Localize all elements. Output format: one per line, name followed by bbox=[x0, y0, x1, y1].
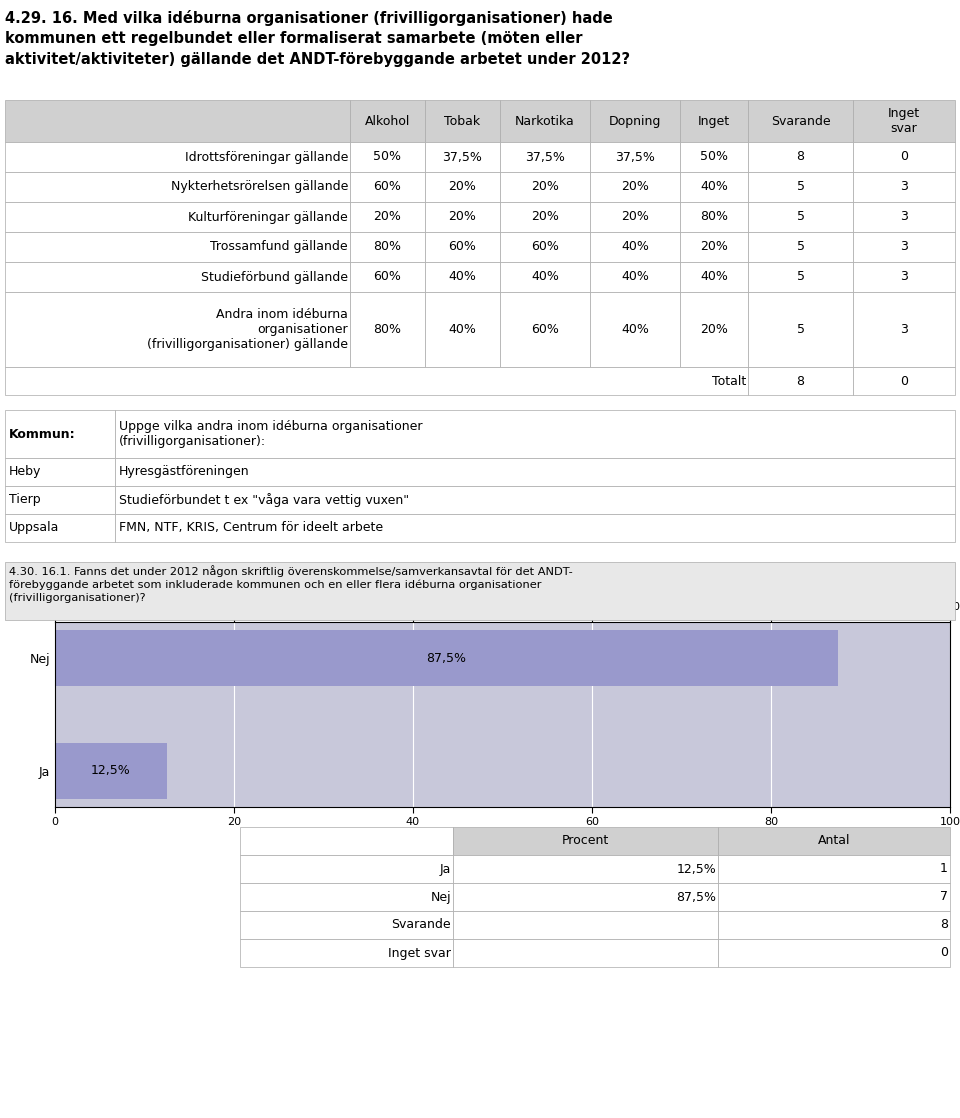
Text: Totalt: Totalt bbox=[711, 375, 746, 388]
Text: Tobak: Tobak bbox=[444, 114, 481, 127]
Text: 1: 1 bbox=[940, 862, 948, 875]
Text: Dopning: Dopning bbox=[609, 114, 661, 127]
Text: 20%: 20% bbox=[448, 210, 476, 224]
Text: 80%: 80% bbox=[373, 240, 401, 254]
Text: 4.30. 16.1. Fanns det under 2012 någon skriftlig överenskommelse/samverkansavtal: 4.30. 16.1. Fanns det under 2012 någon s… bbox=[9, 565, 573, 604]
Text: 4.29. 16. Med vilka idéburna organisationer (frivilligorganisationer) hade
kommu: 4.29. 16. Med vilka idéburna organisatio… bbox=[5, 10, 630, 67]
Text: 0: 0 bbox=[900, 375, 908, 388]
Text: 20%: 20% bbox=[621, 210, 649, 224]
Text: Tierp: Tierp bbox=[9, 493, 40, 506]
Text: 20%: 20% bbox=[373, 210, 401, 224]
Text: 50%: 50% bbox=[373, 151, 401, 163]
Text: Nej: Nej bbox=[430, 891, 451, 903]
Text: 60%: 60% bbox=[448, 240, 476, 254]
Text: Inget
svar: Inget svar bbox=[888, 107, 920, 135]
Text: 40%: 40% bbox=[700, 271, 728, 284]
Text: 37,5%: 37,5% bbox=[615, 151, 655, 163]
Text: Svarande: Svarande bbox=[392, 919, 451, 931]
Text: 40%: 40% bbox=[621, 240, 649, 254]
Text: 5: 5 bbox=[797, 240, 804, 254]
Text: Uppsala: Uppsala bbox=[9, 521, 60, 534]
Text: Narkotika: Narkotika bbox=[516, 114, 575, 127]
Text: 40%: 40% bbox=[621, 271, 649, 284]
Text: 20%: 20% bbox=[531, 210, 559, 224]
Text: 60%: 60% bbox=[373, 180, 401, 193]
Text: 5: 5 bbox=[797, 271, 804, 284]
Text: 3: 3 bbox=[900, 271, 908, 284]
Text: 20%: 20% bbox=[448, 180, 476, 193]
Text: 50%: 50% bbox=[700, 151, 728, 163]
Text: 80%: 80% bbox=[373, 323, 401, 337]
Text: 20%: 20% bbox=[531, 180, 559, 193]
Text: 20%: 20% bbox=[621, 180, 649, 193]
Bar bbox=[55, 742, 167, 798]
Text: 8: 8 bbox=[797, 151, 804, 163]
Text: Nykterhetsrörelsen gällande: Nykterhetsrörelsen gällande bbox=[171, 180, 348, 193]
Text: 0: 0 bbox=[900, 151, 908, 163]
Text: Hyresgästföreningen: Hyresgästföreningen bbox=[119, 465, 250, 479]
Text: Studieförbund gällande: Studieförbund gällande bbox=[201, 271, 348, 284]
Text: 60%: 60% bbox=[373, 271, 401, 284]
Text: 3: 3 bbox=[900, 323, 908, 337]
Text: 80%: 80% bbox=[700, 210, 728, 224]
Text: 87,5%: 87,5% bbox=[676, 891, 716, 903]
Text: 40%: 40% bbox=[700, 180, 728, 193]
Text: 60%: 60% bbox=[531, 240, 559, 254]
Text: 20%: 20% bbox=[700, 240, 728, 254]
Text: 3: 3 bbox=[900, 180, 908, 193]
Text: Kulturföreningar gällande: Kulturföreningar gällande bbox=[188, 210, 348, 224]
Text: Antal: Antal bbox=[818, 834, 851, 847]
Text: 12,5%: 12,5% bbox=[91, 764, 131, 777]
Text: 3: 3 bbox=[900, 240, 908, 254]
Text: 8: 8 bbox=[940, 919, 948, 931]
Text: 3: 3 bbox=[900, 210, 908, 224]
Text: Kommun:: Kommun: bbox=[9, 427, 76, 440]
Text: 37,5%: 37,5% bbox=[443, 151, 483, 163]
Text: Studieförbundet t ex "våga vara vettig vuxen": Studieförbundet t ex "våga vara vettig v… bbox=[119, 493, 409, 506]
Text: Alkohol: Alkohol bbox=[365, 114, 410, 127]
Text: 40%: 40% bbox=[448, 323, 476, 337]
Text: 12,5%: 12,5% bbox=[676, 862, 716, 875]
Bar bbox=[55, 631, 838, 686]
Text: 40%: 40% bbox=[531, 271, 559, 284]
Text: Idrottsföreningar gällande: Idrottsföreningar gällande bbox=[184, 151, 348, 163]
Text: Heby: Heby bbox=[9, 465, 41, 479]
Text: 40%: 40% bbox=[448, 271, 476, 284]
Text: Andra inom idéburna
organisationer
(frivilligorganisationer) gällande: Andra inom idéburna organisationer (friv… bbox=[147, 307, 348, 351]
Text: FMN, NTF, KRIS, Centrum för ideelt arbete: FMN, NTF, KRIS, Centrum för ideelt arbet… bbox=[119, 521, 383, 534]
Text: Trossamfund gällande: Trossamfund gällande bbox=[210, 240, 348, 254]
Text: 7: 7 bbox=[940, 891, 948, 903]
Text: 60%: 60% bbox=[531, 323, 559, 337]
Text: 40%: 40% bbox=[621, 323, 649, 337]
Text: 87,5%: 87,5% bbox=[426, 652, 467, 665]
Text: 0: 0 bbox=[940, 947, 948, 959]
Text: Inget: Inget bbox=[698, 114, 730, 127]
Text: 5: 5 bbox=[797, 323, 804, 337]
Text: 20%: 20% bbox=[700, 323, 728, 337]
Text: Inget svar: Inget svar bbox=[388, 947, 451, 959]
Text: Svarande: Svarande bbox=[771, 114, 830, 127]
Text: 5: 5 bbox=[797, 180, 804, 193]
Text: Procent: Procent bbox=[562, 834, 610, 847]
Text: 37,5%: 37,5% bbox=[525, 151, 564, 163]
Text: 5: 5 bbox=[797, 210, 804, 224]
Text: Uppge vilka andra inom idéburna organisationer
(frivilligorganisationer):: Uppge vilka andra inom idéburna organisa… bbox=[119, 420, 422, 448]
Text: Ja: Ja bbox=[440, 862, 451, 875]
Text: 8: 8 bbox=[797, 375, 804, 388]
